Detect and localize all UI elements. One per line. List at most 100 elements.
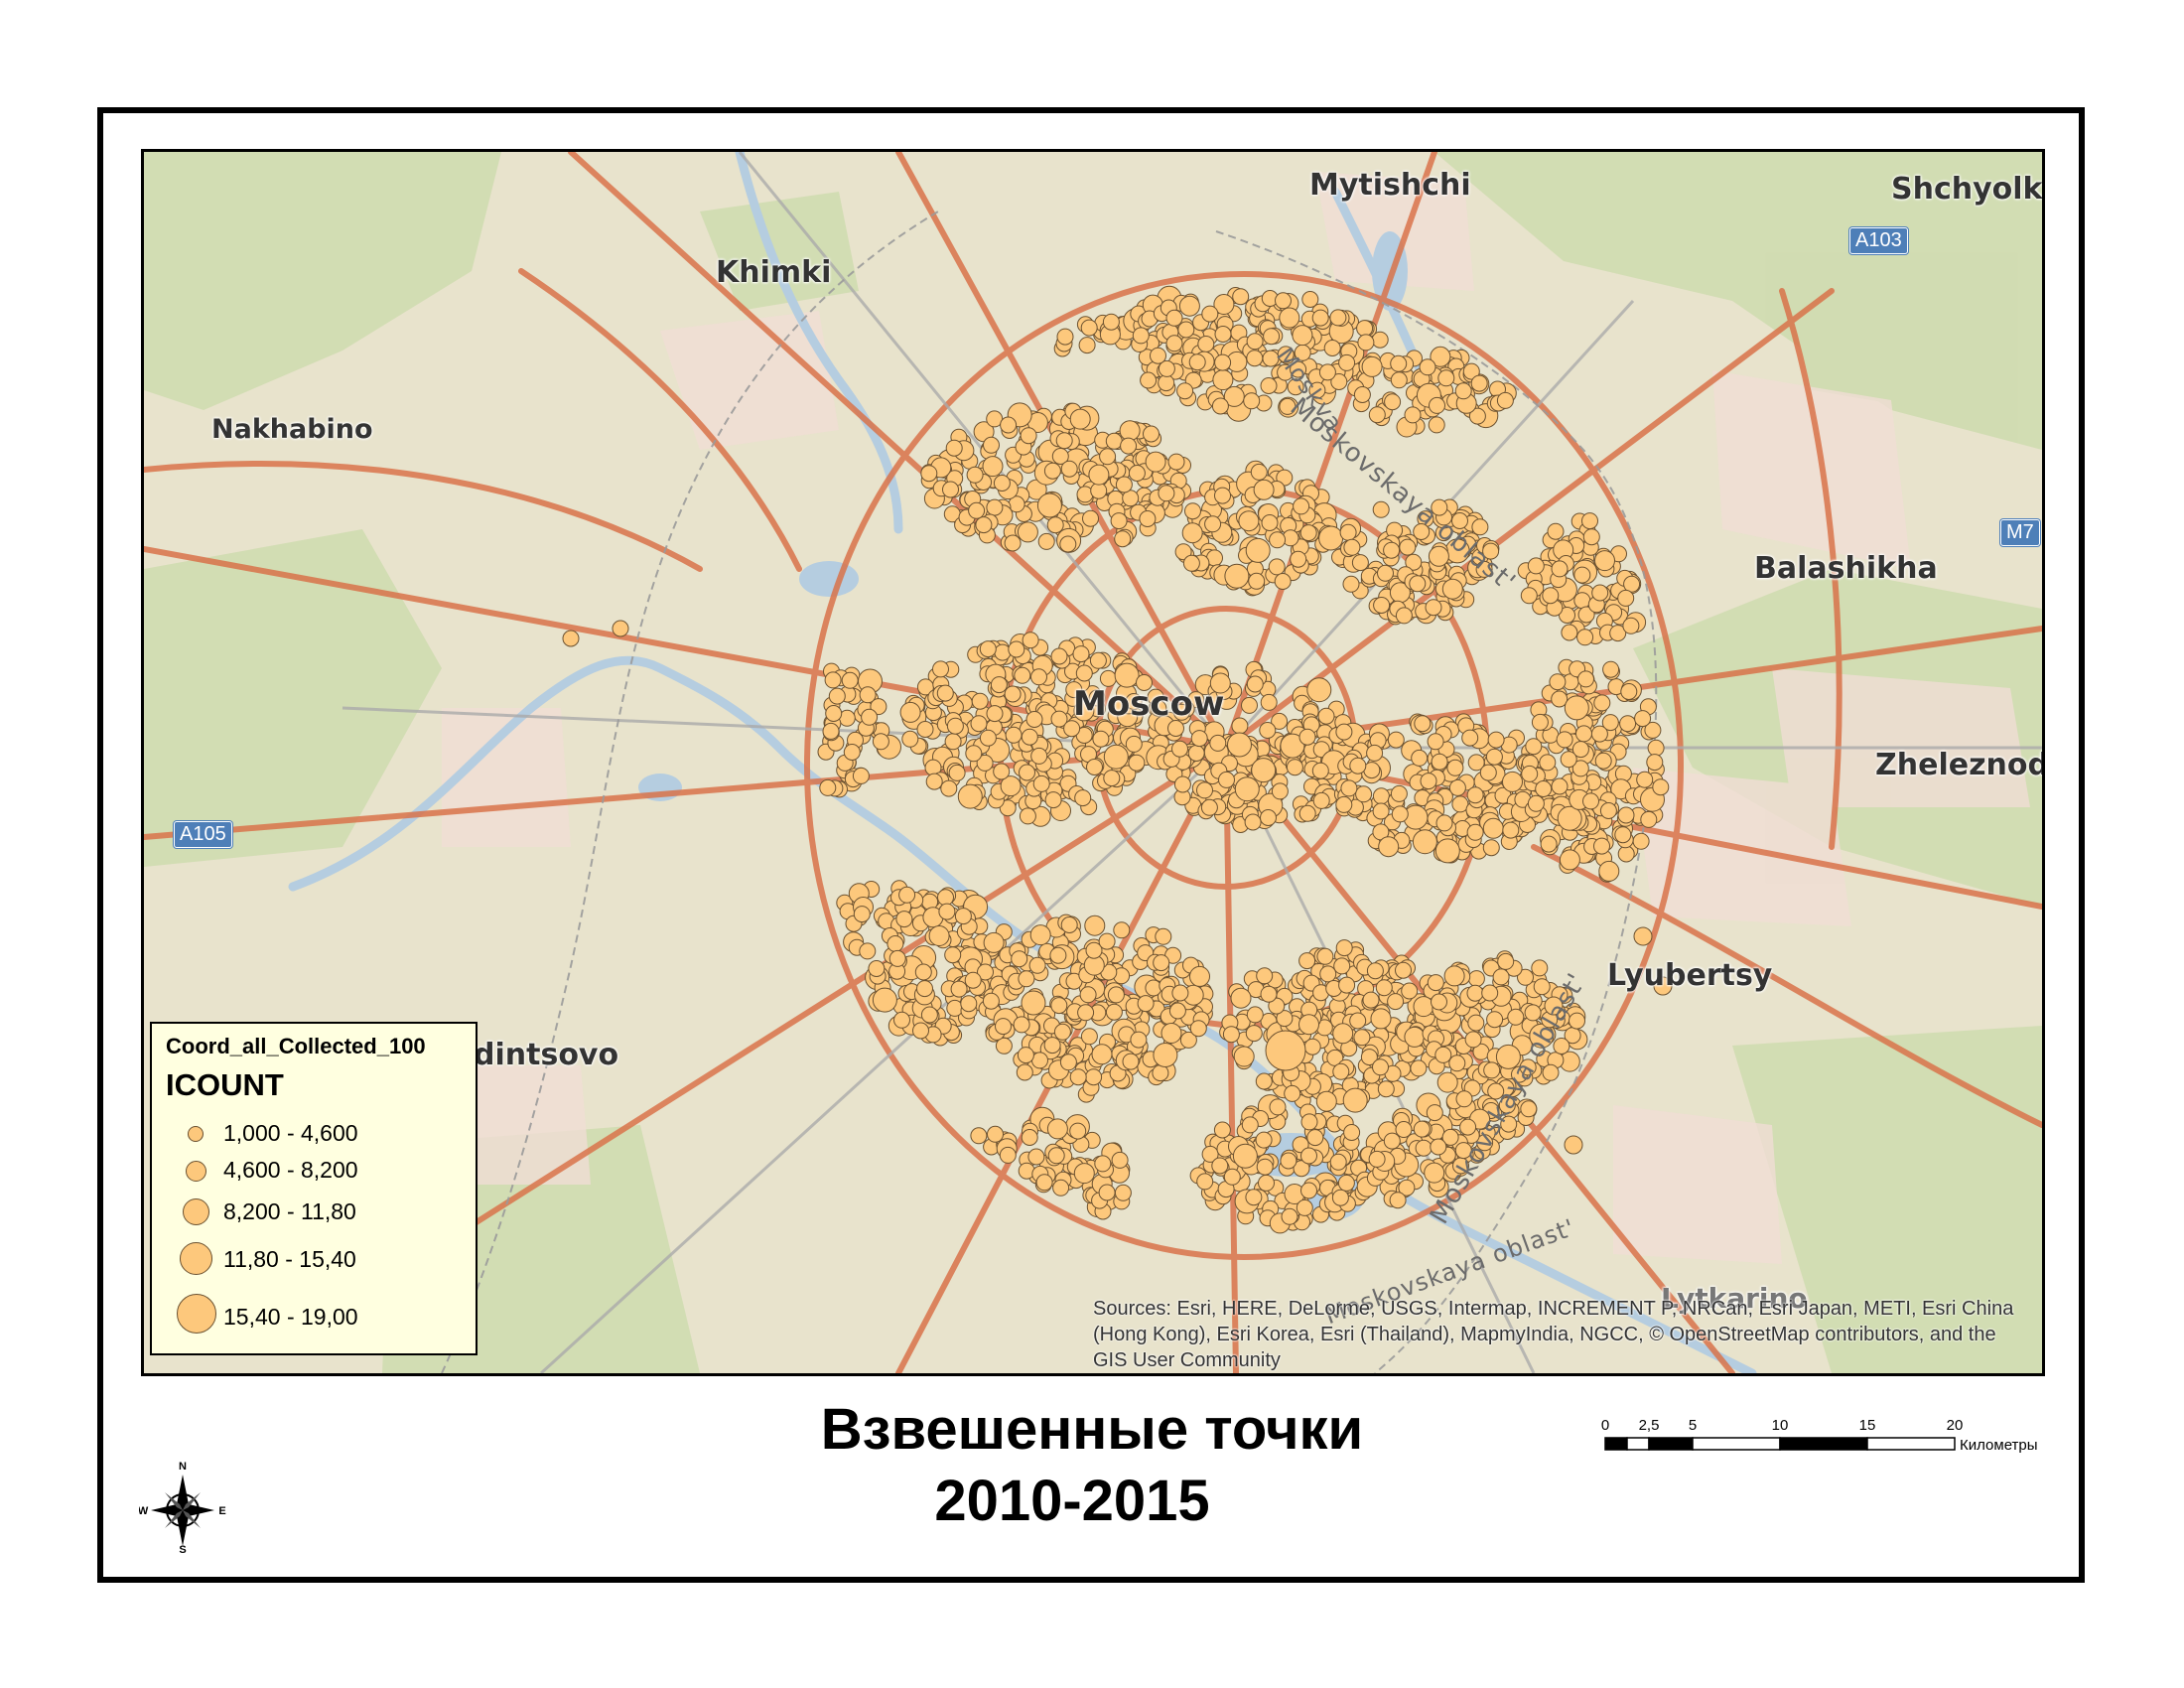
weighted-point-1635[interactable] [1556, 731, 1573, 749]
weighted-point-1054[interactable] [1000, 775, 1022, 797]
weighted-point-23[interactable] [1102, 313, 1120, 331]
weighted-point-2195[interactable] [1298, 952, 1316, 970]
weighted-point-748[interactable] [1559, 607, 1575, 624]
weighted-point-608[interactable] [1261, 514, 1279, 531]
weighted-point-2629[interactable] [1300, 1182, 1317, 1199]
weighted-point-2436[interactable] [1519, 1058, 1537, 1076]
weighted-point-2730[interactable] [1389, 1192, 1407, 1209]
weighted-point-1561[interactable] [1632, 832, 1650, 850]
weighted-point-1284[interactable] [1209, 734, 1227, 752]
weighted-point-1658[interactable] [1551, 777, 1569, 795]
weighted-point-604[interactable] [1253, 479, 1275, 500]
weighted-point-1453[interactable] [1502, 771, 1523, 792]
weighted-point-1082[interactable] [1022, 632, 1039, 649]
weighted-point-1674[interactable] [1593, 837, 1610, 855]
weighted-point-449[interactable] [1139, 510, 1157, 527]
weighted-point-1030[interactable] [970, 715, 988, 733]
weighted-point-485[interactable] [975, 516, 993, 534]
weighted-point-1308[interactable] [1241, 696, 1258, 714]
weighted-point-258[interactable] [1462, 362, 1480, 380]
weighted-point-1314[interactable] [1311, 762, 1329, 779]
weighted-point-1112[interactable] [1125, 693, 1143, 710]
weighted-point-1793[interactable] [868, 960, 886, 977]
weighted-point-2622[interactable] [1300, 1113, 1318, 1131]
weighted-point-1306[interactable] [1280, 733, 1305, 759]
weighted-point-1078[interactable] [1004, 685, 1022, 703]
weighted-point-2010[interactable] [1080, 1028, 1098, 1046]
weighted-point-596[interactable] [1184, 502, 1201, 520]
weighted-point-986[interactable] [1150, 699, 1167, 717]
weighted-point-275[interactable] [1353, 386, 1371, 403]
weighted-point-1121[interactable] [1136, 674, 1153, 691]
weighted-point-1843[interactable] [954, 908, 972, 925]
weighted-point-2724[interactable] [1455, 1090, 1473, 1108]
weighted-point-2491[interactable] [970, 1127, 988, 1145]
weighted-point-2391[interactable] [1413, 996, 1434, 1018]
weighted-point-2506[interactable] [1073, 1163, 1095, 1185]
weighted-point-1053[interactable] [994, 643, 1012, 661]
weighted-point-173[interactable] [1212, 369, 1234, 391]
weighted-point-1809[interactable] [888, 949, 906, 967]
weighted-point-2274[interactable] [1284, 1084, 1301, 1102]
weighted-point-2263[interactable] [1335, 939, 1353, 957]
weighted-point-2633[interactable] [1331, 1189, 1349, 1206]
weighted-point-423[interactable] [1128, 465, 1146, 482]
weighted-point-1485[interactable] [1366, 744, 1384, 762]
weighted-point-1500[interactable] [1502, 821, 1520, 839]
weighted-point-607[interactable] [1293, 497, 1310, 515]
weighted-point-482[interactable] [1069, 408, 1091, 430]
weighted-point-2361[interactable] [1517, 968, 1534, 986]
weighted-point-605[interactable] [1238, 510, 1260, 532]
weighted-point-476[interactable] [1020, 427, 1037, 445]
weighted-point-2466[interactable] [1027, 1148, 1045, 1166]
weighted-point-1672[interactable] [1527, 794, 1545, 812]
weighted-point-2068[interactable] [1153, 1043, 1178, 1067]
weighted-point-2283[interactable] [1233, 1046, 1255, 1067]
weighted-point-2077[interactable] [1160, 1023, 1182, 1044]
weighted-point-203[interactable] [1292, 325, 1313, 347]
weighted-point-469[interactable] [986, 498, 1004, 516]
weighted-point-1014[interactable] [976, 754, 994, 772]
weighted-point-795[interactable] [1617, 589, 1635, 607]
weighted-point-272[interactable] [1496, 391, 1514, 409]
weighted-point-1109[interactable] [1032, 774, 1050, 792]
weighted-point-719[interactable] [1425, 599, 1442, 617]
weighted-point-1651[interactable] [1617, 806, 1635, 824]
weighted-point-784[interactable] [1547, 522, 1565, 540]
weighted-point-2218[interactable] [1246, 1006, 1264, 1024]
weighted-point-2003[interactable] [1105, 1003, 1123, 1021]
weighted-point-81[interactable] [1301, 291, 1319, 308]
weighted-point-2240[interactable] [1360, 1049, 1378, 1066]
weighted-point-2061[interactable] [1077, 1004, 1095, 1022]
weighted-point-1080[interactable] [957, 783, 983, 809]
weighted-point-2264[interactable] [1319, 965, 1337, 983]
weighted-point-1655[interactable] [1577, 670, 1594, 688]
weighted-point-1118[interactable] [1025, 711, 1043, 728]
weighted-point-1120[interactable] [1092, 730, 1110, 748]
weighted-point-243[interactable] [1384, 393, 1402, 411]
weighted-point-2047[interactable] [1085, 1068, 1103, 1086]
weighted-point-2067[interactable] [1011, 950, 1028, 968]
weighted-point-1571[interactable] [1644, 721, 1662, 739]
weighted-point-961[interactable] [999, 799, 1017, 817]
weighted-point-192[interactable] [1213, 294, 1235, 315]
weighted-point-472[interactable] [966, 466, 984, 484]
weighted-point-249[interactable] [1368, 406, 1386, 424]
weighted-point-1840[interactable] [898, 886, 916, 904]
weighted-point-1841[interactable] [983, 931, 1005, 953]
weighted-point-2259[interactable] [1298, 1014, 1319, 1036]
weighted-point-1100[interactable] [948, 764, 966, 781]
weighted-point-2732[interactable] [1430, 1138, 1447, 1156]
weighted-point-2712[interactable] [1383, 1132, 1401, 1150]
weighted-point-1661[interactable] [1590, 725, 1608, 743]
weighted-point-2390[interactable] [1404, 1026, 1426, 1048]
weighted-point-797[interactable] [1520, 587, 1538, 605]
weighted-point-2613[interactable] [1211, 1157, 1229, 1175]
weighted-point-1490[interactable] [1435, 814, 1453, 832]
weighted-point-687[interactable] [1372, 500, 1390, 518]
weighted-point-2410[interactable] [1542, 1063, 1560, 1081]
weighted-point-1474[interactable] [1390, 784, 1408, 802]
weighted-point-1629[interactable] [1593, 694, 1611, 712]
weighted-point-2290[interactable] [1401, 982, 1419, 1000]
weighted-point-708[interactable] [1441, 578, 1463, 600]
